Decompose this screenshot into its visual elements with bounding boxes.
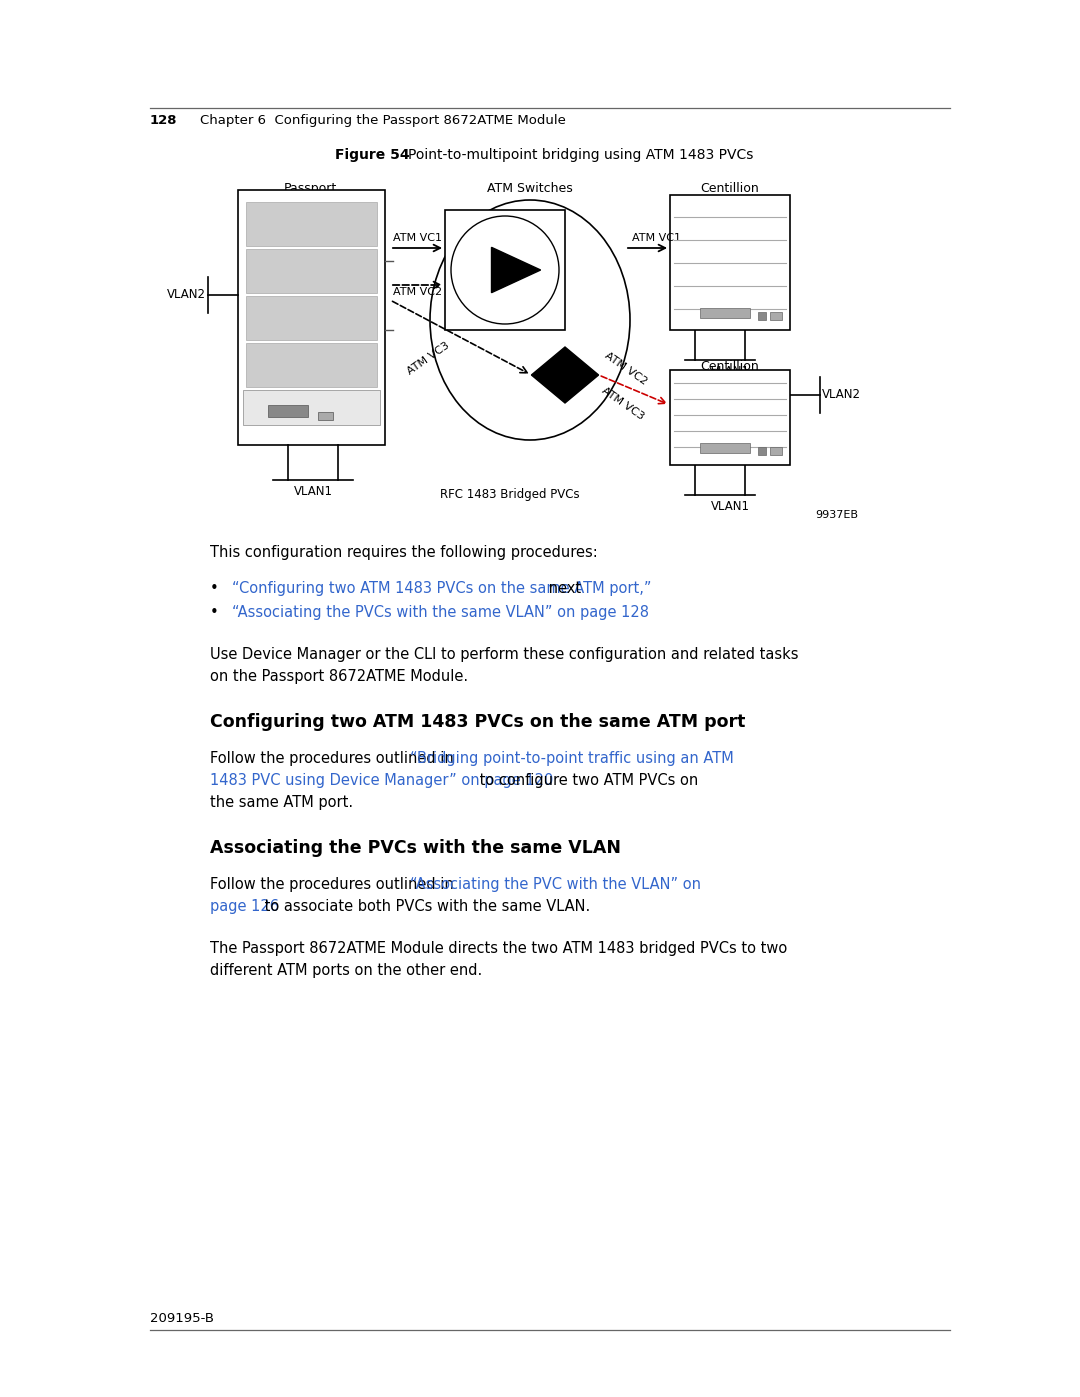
Bar: [246, 296, 377, 339]
Text: 9937EB: 9937EB: [815, 510, 858, 520]
Text: VLAN1: VLAN1: [294, 485, 333, 497]
Text: ATM VC1: ATM VC1: [393, 233, 442, 243]
Text: Use Device Manager or the CLI to perform these configuration and related tasks: Use Device Manager or the CLI to perform…: [210, 647, 798, 662]
Bar: [700, 307, 750, 319]
Text: Centillion: Centillion: [701, 182, 759, 196]
Text: Follow the procedures outlined in: Follow the procedures outlined in: [210, 877, 458, 893]
Text: RFC 1483 Bridged PVCs: RFC 1483 Bridged PVCs: [441, 488, 580, 502]
Text: Passport: Passport: [283, 182, 337, 196]
Bar: [445, 210, 565, 330]
Text: This configuration requires the following procedures:: This configuration requires the followin…: [210, 545, 597, 560]
Bar: [318, 412, 333, 420]
Bar: [246, 344, 377, 387]
Bar: [246, 203, 377, 246]
Circle shape: [451, 217, 559, 324]
Text: Follow the procedures outlined in: Follow the procedures outlined in: [210, 752, 458, 766]
Text: Configuring two ATM 1483 PVCs on the same ATM port: Configuring two ATM 1483 PVCs on the sam…: [210, 712, 745, 731]
Text: page 126: page 126: [210, 900, 279, 914]
Polygon shape: [491, 247, 541, 293]
Text: “Associating the PVC with the VLAN” on: “Associating the PVC with the VLAN” on: [410, 877, 701, 893]
Text: The Passport 8672ATME Module directs the two ATM 1483 bridged PVCs to two: The Passport 8672ATME Module directs the…: [210, 942, 787, 956]
Text: to associate both PVCs with the same VLAN.: to associate both PVCs with the same VLA…: [260, 900, 591, 914]
Text: VLAN2: VLAN2: [167, 289, 206, 302]
Polygon shape: [531, 346, 598, 402]
Bar: [243, 390, 380, 425]
Text: ATM VC2: ATM VC2: [603, 351, 649, 387]
Text: Chapter 6  Configuring the Passport 8672ATME Module: Chapter 6 Configuring the Passport 8672A…: [200, 115, 566, 127]
Text: the same ATM port.: the same ATM port.: [210, 795, 353, 810]
Text: on the Passport 8672ATME Module.: on the Passport 8672ATME Module.: [210, 669, 468, 685]
Bar: [268, 405, 308, 416]
Text: “Configuring two ATM 1483 PVCs on the same ATM port,”: “Configuring two ATM 1483 PVCs on the sa…: [232, 581, 651, 597]
Text: ATM VC1: ATM VC1: [632, 233, 681, 243]
Text: to configure two ATM PVCs on: to configure two ATM PVCs on: [475, 773, 699, 788]
Text: •: •: [210, 605, 219, 620]
Bar: [700, 443, 750, 453]
Text: Figure 54: Figure 54: [335, 148, 409, 162]
Text: next: next: [544, 581, 581, 597]
Bar: [238, 190, 384, 446]
Text: 128: 128: [150, 115, 177, 127]
Text: ATM Switches: ATM Switches: [487, 182, 572, 196]
Text: 1483 PVC using Device Manager” on page 120: 1483 PVC using Device Manager” on page 1…: [210, 773, 553, 788]
Bar: [246, 249, 377, 293]
Text: VLAN1: VLAN1: [711, 500, 750, 513]
Text: 209195-B: 209195-B: [150, 1312, 214, 1324]
Text: •: •: [210, 581, 219, 597]
Text: ATM VC3: ATM VC3: [600, 386, 646, 422]
Text: “Bridging point-to-point traffic using an ATM: “Bridging point-to-point traffic using a…: [410, 752, 733, 766]
Text: VLAN1: VLAN1: [711, 365, 750, 379]
Bar: [770, 312, 782, 320]
Text: different ATM ports on the other end.: different ATM ports on the other end.: [210, 963, 483, 978]
Bar: [758, 312, 766, 320]
Text: Associating the PVCs with the same VLAN: Associating the PVCs with the same VLAN: [210, 840, 621, 856]
Bar: [770, 447, 782, 455]
Text: ATM VC3: ATM VC3: [405, 339, 450, 376]
Text: ATM VC2: ATM VC2: [393, 286, 442, 298]
Text: VLAN2: VLAN2: [822, 388, 861, 401]
Bar: [670, 370, 789, 465]
Text: Point-to-multipoint bridging using ATM 1483 PVCs: Point-to-multipoint bridging using ATM 1…: [408, 148, 754, 162]
Bar: [758, 447, 766, 455]
Text: “Associating the PVCs with the same VLAN” on page 128: “Associating the PVCs with the same VLAN…: [232, 605, 649, 620]
Bar: [670, 196, 789, 330]
Text: Centillion: Centillion: [701, 360, 759, 373]
